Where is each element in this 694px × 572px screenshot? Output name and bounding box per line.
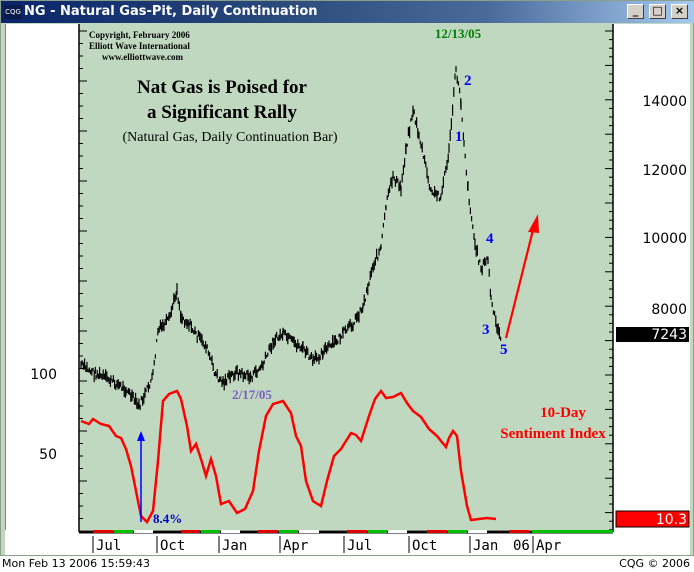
status-datetime: Mon Feb 13 2006 15:59:43	[2, 557, 151, 570]
chart-canvas: Copyright, February 2006 Elliott Wave In…	[30, 24, 690, 554]
month-label-oct: Oct	[160, 538, 185, 554]
copyright-line-2: Elliott Wave International	[89, 41, 190, 51]
chart-subtitle: (Natural Gas, Daily Continuation Bar)	[122, 130, 337, 145]
month-label-jan: Jan	[222, 538, 247, 554]
projection-arrow-icon	[504, 214, 539, 339]
right-axis-panel	[613, 24, 690, 530]
month-label-jan-2: Jan	[473, 538, 498, 554]
time-axis-panel	[5, 530, 690, 555]
sentiment-low-arrow-icon	[137, 431, 145, 522]
last-price-badge	[616, 327, 689, 342]
wave-label-2: 2	[464, 73, 472, 89]
wave-label-3: 3	[482, 322, 490, 338]
wave-label-5: 5	[500, 342, 508, 358]
month-label-jul-2: Jul	[347, 538, 372, 554]
headline-line-2: a Significant Rally	[147, 102, 297, 123]
year-label-06: 06	[513, 538, 530, 554]
month-label-apr-2: Apr	[536, 538, 561, 554]
price-tick-12000: 12000	[642, 163, 687, 179]
minimize-button[interactable]: _	[627, 4, 644, 19]
title-bar[interactable]: CQG NG - Natural Gas-Pit, Daily Continua…	[1, 1, 694, 23]
left-axis-ticks	[79, 30, 87, 519]
wave-label-4: 4	[486, 231, 494, 247]
sentiment-low-label: 8.4%	[153, 511, 182, 526]
window-title: NG - Natural Gas-Pit, Daily Continuation	[24, 4, 318, 19]
status-copyright: CQG © 2006	[619, 557, 690, 570]
copyright-line-1: Copyright, February 2006	[89, 30, 190, 40]
month-label-oct-2: Oct	[412, 538, 437, 554]
sentiment-tick-100: 100	[30, 367, 57, 383]
status-bar: Mon Feb 13 2006 15:59:43 CQG © 2006	[0, 556, 694, 572]
sentiment-title-line-1: 10-Day	[540, 405, 586, 421]
last-sentiment-value: 10.3	[656, 512, 687, 528]
copyright-line-3: www.elliottwave.com	[102, 52, 183, 62]
app-icon[interactable]: CQG	[4, 5, 22, 19]
time-axis-labels: Jul Oct Jan Apr Jul Oct Jan 06 Apr	[92, 536, 561, 554]
low-date-label: 2/17/05	[232, 387, 272, 402]
last-price-value: 7243	[651, 327, 687, 343]
maximize-button[interactable]: □	[649, 4, 666, 19]
price-tick-10000: 10000	[642, 231, 687, 247]
month-label-apr: Apr	[283, 538, 308, 554]
right-axis-ticks	[605, 30, 613, 531]
price-series	[80, 66, 502, 411]
wave-label-1: 1	[455, 129, 463, 145]
month-label-jul: Jul	[96, 538, 121, 554]
price-tick-8000: 8000	[651, 302, 687, 318]
sentiment-tick-50: 50	[39, 447, 57, 463]
period-color-bar	[93, 530, 613, 533]
close-button[interactable]: ×	[671, 4, 688, 19]
left-axis-panel	[5, 24, 79, 530]
peak-date-label: 12/13/05	[435, 26, 482, 41]
price-tick-14000: 14000	[642, 94, 687, 110]
headline-line-1: Nat Gas is Poised for	[137, 77, 308, 98]
chart-window: CQG NG - Natural Gas-Pit, Daily Continua…	[0, 0, 694, 556]
last-sentiment-badge	[615, 510, 690, 528]
sentiment-series	[80, 388, 497, 525]
sentiment-title-line-2: Sentiment Index	[500, 426, 606, 442]
